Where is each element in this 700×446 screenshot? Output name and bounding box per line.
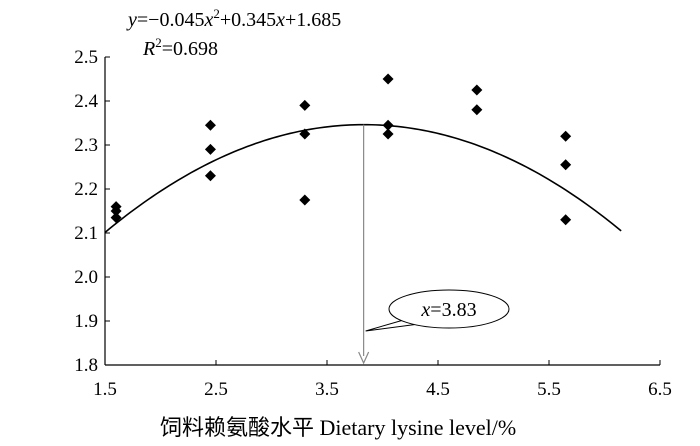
- data-point: [204, 143, 216, 155]
- data-point: [299, 128, 311, 140]
- data-point: [204, 119, 216, 131]
- fit-curve: [104, 123, 622, 234]
- vertex-marker: x=3.83: [358, 124, 510, 365]
- r-squared-label: R2=0.698: [142, 35, 218, 60]
- y-tick-label: 2.0: [74, 267, 98, 288]
- callout-label-var: x: [420, 299, 430, 321]
- y-axis-ticks: 1.8 1.9 2.0 2.1 2.2 2.3 2.4 2.5: [74, 47, 110, 376]
- y-tick-label: 2.1: [74, 223, 98, 244]
- y-tick-label: 2.5: [74, 47, 98, 68]
- x-tick-label: 4.5: [426, 379, 450, 400]
- y-tick-label: 2.2: [74, 179, 98, 200]
- y-tick-label: 1.8: [74, 355, 98, 376]
- x-tick-label: 5.5: [537, 379, 561, 400]
- data-point: [382, 119, 394, 131]
- vertex-arrow-head: [358, 351, 370, 365]
- x-axis-ticks: 1.5 2.5 3.5 4.5 5.5 6.5: [93, 360, 672, 400]
- equation-label: y=−0.045x2+0.345x+1.685: [126, 6, 341, 31]
- data-point: [560, 159, 572, 171]
- data-point: [110, 205, 122, 217]
- data-point: [382, 73, 394, 85]
- data-point: [471, 104, 483, 116]
- x-tick-label: 3.5: [315, 379, 339, 400]
- data-points: [110, 73, 572, 226]
- data-point: [560, 130, 572, 142]
- data-point: [204, 170, 216, 182]
- y-tick-label: 2.3: [74, 135, 98, 156]
- data-point: [471, 84, 483, 96]
- y-tick-label: 1.9: [74, 311, 98, 332]
- y-tick-label: 2.4: [74, 91, 98, 112]
- x-tick-label: 2.5: [204, 379, 228, 400]
- x-tick-label: 6.5: [648, 379, 672, 400]
- callout-label: x=3.83: [420, 299, 476, 321]
- data-point: [110, 212, 122, 224]
- data-point: [299, 99, 311, 111]
- axes: [104, 57, 660, 366]
- data-point: [560, 214, 572, 226]
- x-axis-label: 饲料赖氨酸水平 Dietary lysine level/%: [160, 415, 516, 440]
- fit-curve-group: [104, 123, 622, 234]
- data-point: [299, 194, 311, 206]
- callout-bubble: [388, 289, 510, 329]
- data-point: [382, 128, 394, 140]
- x-tick-label: 1.5: [93, 379, 117, 400]
- callout-label-value: =3.83: [430, 299, 476, 321]
